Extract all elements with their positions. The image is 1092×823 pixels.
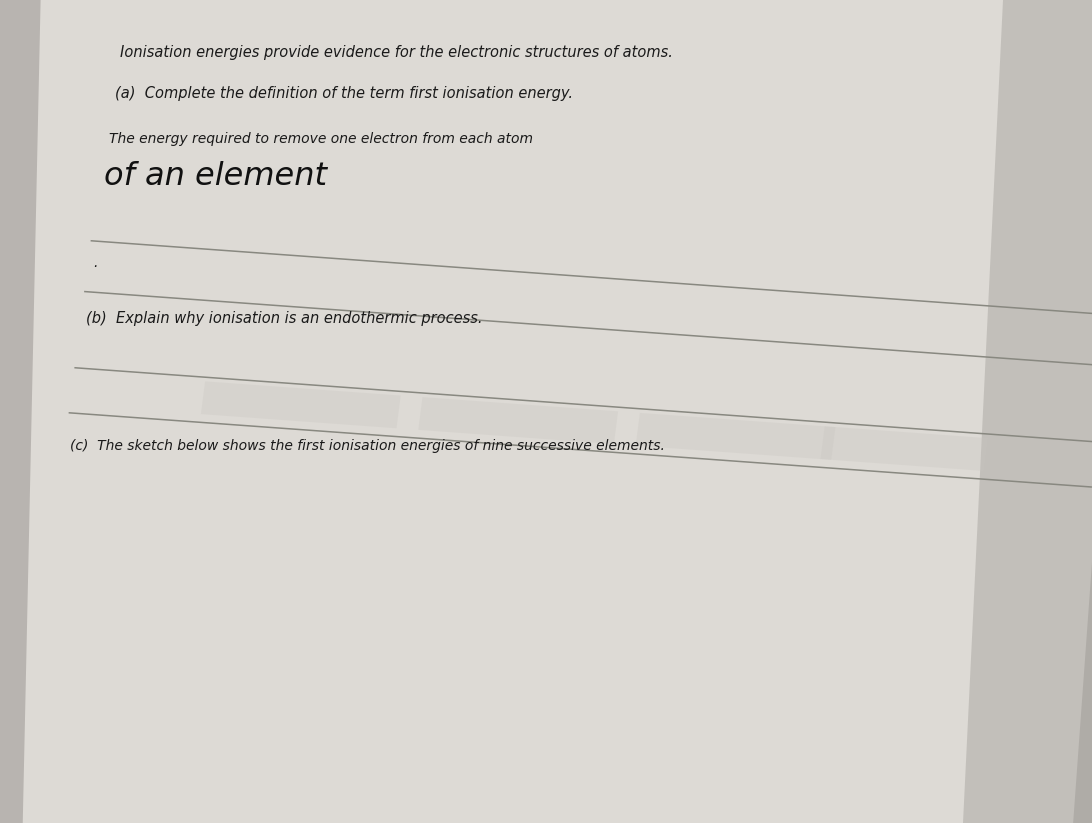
Bar — [820, 426, 987, 471]
Bar — [418, 398, 618, 444]
Bar — [636, 413, 835, 460]
Text: The energy required to remove one electron from each atom: The energy required to remove one electr… — [109, 132, 533, 146]
Text: .: . — [94, 257, 98, 271]
Text: (a)  Complete the definition of the term first ionisation energy.: (a) Complete the definition of the term … — [115, 86, 573, 101]
Polygon shape — [22, 0, 1092, 823]
Bar — [201, 381, 401, 428]
Text: Ionisation energies provide evidence for the electronic structures of atoms.: Ionisation energies provide evidence for… — [120, 45, 674, 60]
Text: (b)  Explain why ionisation is an endothermic process.: (b) Explain why ionisation is an endothe… — [86, 311, 483, 326]
Text: of an element: of an element — [104, 161, 327, 193]
Polygon shape — [961, 0, 1092, 823]
Text: (c)  The sketch below shows the first ionisation energies of nine successive ele: (c) The sketch below shows the first ion… — [70, 439, 665, 453]
